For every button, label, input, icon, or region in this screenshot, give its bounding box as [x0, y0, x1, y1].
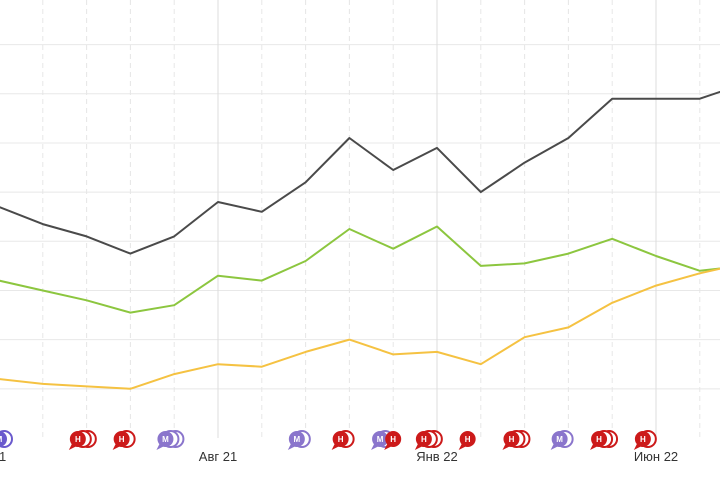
annotation-marker[interactable]: М	[0, 430, 13, 450]
series-line-1	[0, 225, 720, 314]
annotation-letter: Н	[596, 435, 602, 444]
annotation-letter: Н	[390, 435, 396, 444]
annotation-bubble	[372, 431, 389, 447]
annotation-bubble	[459, 431, 476, 447]
annotation-letter: М	[556, 435, 563, 444]
annotation-letter: М	[377, 435, 384, 444]
annotation-letter: Н	[509, 435, 515, 444]
annotation-letter: М	[294, 435, 301, 444]
annotation-bubble	[0, 431, 7, 447]
annotation-bubble	[503, 431, 520, 447]
annotation-marker[interactable]: Н	[384, 431, 402, 450]
annotation-marker[interactable]: Н	[458, 431, 476, 450]
x-tick-label: Авг 21	[199, 449, 237, 464]
annotation-bubble	[157, 431, 174, 447]
annotation-marker[interactable]: Н	[68, 430, 97, 450]
annotation-marker[interactable]: Н	[331, 430, 355, 450]
annotation-marker[interactable]: М	[371, 430, 395, 450]
annotation-letter: М	[162, 435, 169, 444]
annotation-bubble	[288, 431, 305, 447]
chart-grid	[0, 0, 720, 438]
annotation-bubble	[69, 431, 86, 447]
annotation-letter: Н	[119, 435, 125, 444]
annotation-marker[interactable]: Н	[414, 430, 443, 450]
series-line-2	[0, 267, 720, 390]
annotation-marker[interactable]: Н	[633, 430, 657, 450]
chart-series	[0, 90, 720, 390]
series-line-0	[0, 90, 720, 255]
annotation-bubble	[332, 431, 349, 447]
annotation-bubble	[113, 431, 130, 447]
annotation-marker[interactable]: Н	[502, 430, 531, 450]
annotation-bubble	[551, 431, 568, 447]
annotation-marker[interactable]: М	[287, 430, 311, 450]
event-annotations: МННММНМННННМНН	[0, 430, 657, 450]
annotation-letter: М	[0, 435, 3, 444]
annotation-marker[interactable]: М	[550, 430, 574, 450]
annotation-marker[interactable]: Н	[112, 430, 136, 450]
annotation-letter: Н	[338, 435, 344, 444]
annotation-letter: Н	[640, 435, 646, 444]
annotation-marker[interactable]: Н	[590, 430, 619, 450]
annotation-bubble	[415, 431, 432, 447]
annotation-bubble	[591, 431, 608, 447]
x-axis-ticks: 21 Авг 21 Янв 22 Июн 22	[0, 449, 678, 464]
x-tick-label: 21	[0, 449, 6, 464]
x-tick-label: Июн 22	[634, 449, 678, 464]
annotation-bubble	[634, 431, 651, 447]
annotation-bubble	[385, 431, 402, 447]
annotation-letter: Н	[465, 435, 471, 444]
annotation-letter: Н	[421, 435, 427, 444]
annotation-marker[interactable]: М	[156, 430, 185, 450]
x-tick-label: Янв 22	[416, 449, 458, 464]
annotation-letter: Н	[75, 435, 81, 444]
